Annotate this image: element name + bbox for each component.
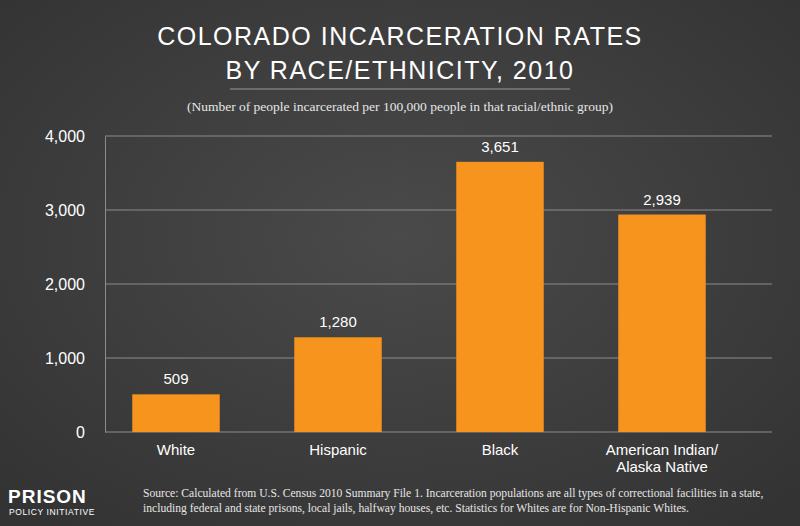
y-tick: 4,000 bbox=[45, 128, 105, 145]
grid bbox=[105, 136, 772, 432]
bar bbox=[456, 162, 543, 432]
data-label: 2,939 bbox=[643, 191, 681, 208]
data-label: 3,651 bbox=[481, 138, 519, 155]
subtitle: (Number of people incarcerated per 100,0… bbox=[187, 99, 613, 114]
y-tick: 2,000 bbox=[45, 276, 105, 293]
x-tick: White bbox=[157, 432, 195, 458]
grid-line bbox=[105, 210, 772, 211]
y-tick: 0 bbox=[76, 424, 105, 441]
y-tick: 1,000 bbox=[45, 350, 105, 367]
x-axis: White Hispanic Black American Indian/Alaska… bbox=[157, 432, 719, 475]
logo-subtext: POLICY INITIATIVE bbox=[9, 507, 95, 517]
chart: COLORADO INCARCERATION RATES BY RACE/ETHN… bbox=[0, 0, 800, 526]
y-axis-line bbox=[105, 137, 106, 433]
bar bbox=[294, 337, 381, 432]
data-label: 1,280 bbox=[319, 313, 357, 330]
y-tick-label: 1,000 bbox=[45, 350, 85, 367]
y-tick-label: 2,000 bbox=[45, 276, 85, 293]
y-tick-label: 3,000 bbox=[45, 202, 85, 219]
title: COLORADO INCARCERATION RATES bbox=[157, 22, 643, 50]
x-tick: Black bbox=[482, 432, 519, 458]
title: BY RACE/ETHNICITY, 2010 bbox=[226, 56, 575, 84]
data-labels: 509 1,280 3,651 2,939 bbox=[163, 138, 680, 388]
data-label: 509 bbox=[163, 370, 188, 387]
x-tick-label: White bbox=[157, 441, 195, 458]
x-tick: Hispanic bbox=[309, 432, 367, 458]
x-tick-label: American Indian/Alaska Native bbox=[606, 441, 719, 475]
y-tick: 3,000 bbox=[45, 202, 105, 219]
source-note: Source: Calculated from U.S. Census 2010… bbox=[143, 487, 764, 515]
grid-line bbox=[105, 136, 772, 137]
bar bbox=[618, 215, 705, 432]
y-axis: 0 1,000 2,000 3,000 4,000 bbox=[45, 128, 106, 441]
x-tick-label: Black bbox=[482, 441, 519, 458]
title-rule bbox=[230, 89, 570, 90]
y-tick-label: 0 bbox=[76, 424, 85, 441]
bars bbox=[132, 162, 705, 432]
y-tick-label: 4,000 bbox=[45, 128, 85, 145]
x-tick-label: Hispanic bbox=[309, 441, 367, 458]
background bbox=[0, 0, 800, 526]
logo: PRISON bbox=[8, 486, 87, 507]
x-tick: American Indian/Alaska Native bbox=[606, 432, 719, 475]
bar bbox=[132, 394, 219, 432]
